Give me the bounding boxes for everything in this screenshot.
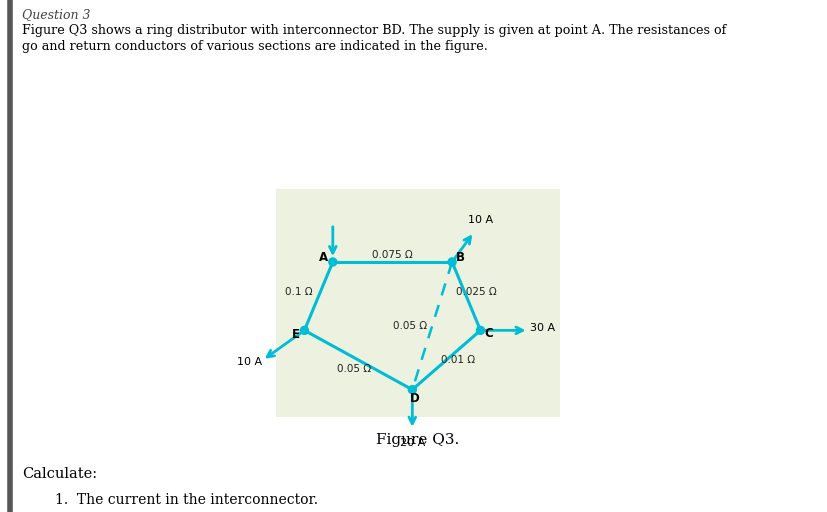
Text: 10 A: 10 A	[237, 357, 261, 368]
Text: B: B	[455, 251, 464, 265]
Text: 30 A: 30 A	[529, 324, 554, 333]
Text: 0.05 Ω: 0.05 Ω	[393, 321, 427, 331]
FancyBboxPatch shape	[275, 189, 559, 417]
Circle shape	[408, 386, 416, 394]
Text: 0.01 Ω: 0.01 Ω	[441, 355, 475, 365]
Text: D: D	[409, 392, 418, 405]
Circle shape	[300, 326, 308, 334]
Text: 0.025 Ω: 0.025 Ω	[456, 287, 496, 297]
Text: 0.05 Ω: 0.05 Ω	[337, 364, 371, 374]
Circle shape	[476, 326, 484, 334]
Text: go and return conductors of various sections are indicated in the figure.: go and return conductors of various sect…	[22, 40, 487, 53]
Text: E: E	[291, 328, 299, 341]
Text: 1.  The current in the interconnector.: 1. The current in the interconnector.	[55, 493, 318, 507]
Text: Question 3: Question 3	[22, 8, 90, 21]
Text: 20 A: 20 A	[399, 438, 424, 447]
Text: Calculate:: Calculate:	[22, 467, 97, 481]
Text: Figure Q3 shows a ring distributor with interconnector BD. The supply is given a: Figure Q3 shows a ring distributor with …	[22, 24, 725, 37]
Text: 0.075 Ω: 0.075 Ω	[371, 250, 413, 260]
Text: C: C	[484, 327, 492, 340]
Text: 0.1 Ω: 0.1 Ω	[284, 287, 312, 297]
Text: 10 A: 10 A	[467, 215, 492, 225]
Text: A: A	[319, 251, 328, 265]
Circle shape	[328, 258, 337, 266]
Circle shape	[447, 258, 456, 266]
Text: Figure Q3.: Figure Q3.	[376, 433, 459, 447]
